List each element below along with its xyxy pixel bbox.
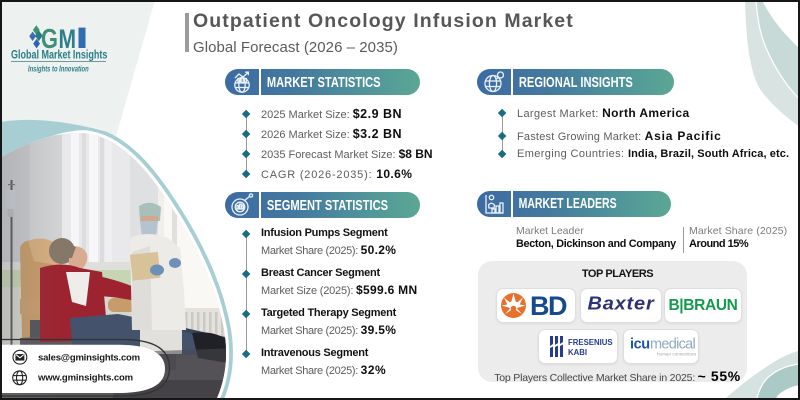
svg-text:BD: BD <box>530 291 567 320</box>
svg-text:FRESENIUS: FRESENIUS <box>568 338 613 347</box>
svg-text:www.gminsights.com: www.gminsights.com <box>37 373 133 384</box>
svg-text:Insights to Innovation: Insights to Innovation <box>28 63 89 74</box>
svg-text:sales@gminsights.com: sales@gminsights.com <box>38 352 140 363</box>
svg-text:M: M <box>59 25 77 55</box>
svg-text:Global Market Insights: Global Market Insights <box>11 48 107 62</box>
svg-text:KABI: KABI <box>568 348 587 357</box>
svg-text:medical: medical <box>650 337 696 353</box>
svg-text:human connections: human connections <box>657 352 696 357</box>
svg-text:icu: icu <box>630 337 650 353</box>
svg-text:G: G <box>41 23 58 54</box>
